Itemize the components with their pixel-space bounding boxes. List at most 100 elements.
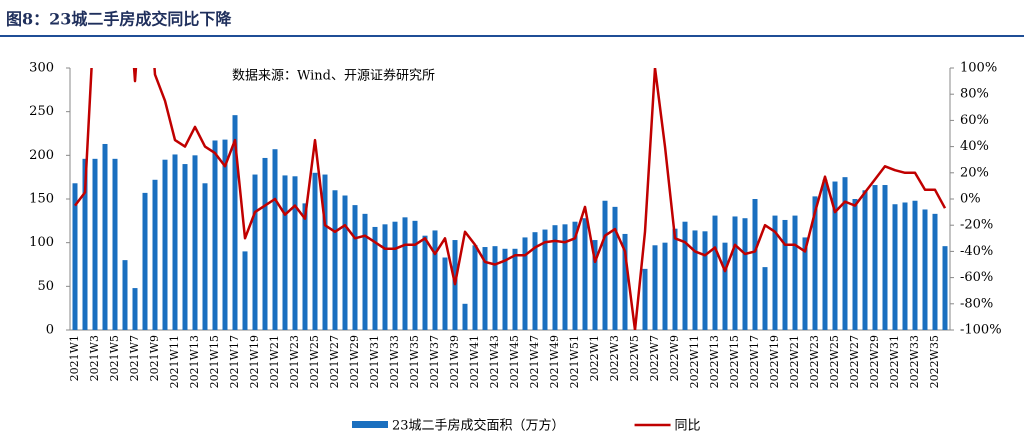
bar	[942, 246, 948, 330]
bar	[932, 213, 938, 330]
legend-label: 23城二手房成交面积（万方）	[392, 418, 565, 434]
x-tick-label: 2022W7	[648, 335, 661, 381]
bar	[312, 172, 318, 330]
x-tick-label: 2022W5	[628, 335, 641, 381]
y2-tick-label: 0%	[960, 192, 981, 207]
bar	[892, 204, 898, 330]
y-tick-label: 0	[46, 323, 54, 338]
x-tick-label: 2021W47	[528, 335, 541, 388]
bar	[402, 217, 408, 330]
bar	[422, 235, 428, 330]
bar	[232, 115, 238, 330]
bar	[292, 176, 298, 330]
x-tick-label: 2022W23	[808, 335, 821, 388]
x-tick-label: 2021W15	[208, 335, 221, 388]
bar	[192, 155, 198, 330]
bar	[72, 183, 78, 330]
bar	[102, 143, 108, 330]
y2-tick-label: 40%	[960, 139, 989, 154]
x-tick-label: 2021W39	[448, 335, 461, 388]
bar	[222, 139, 228, 330]
bar	[512, 248, 518, 330]
x-tick-label: 2022W3	[608, 335, 621, 381]
bar	[562, 224, 568, 330]
bar	[442, 257, 448, 330]
x-tick-label: 2021W17	[228, 335, 241, 388]
bar	[132, 288, 138, 330]
bar	[262, 157, 268, 330]
bar	[782, 219, 788, 330]
bar	[362, 213, 368, 330]
legend-swatch	[352, 421, 388, 428]
bar	[552, 225, 558, 330]
bar	[882, 185, 888, 330]
bar	[242, 251, 248, 330]
x-tick-label: 2021W51	[568, 335, 581, 388]
chart-title: 图8：23城二手房成交同比下降	[6, 10, 232, 29]
bar	[592, 240, 598, 330]
y-tick-label: 300	[29, 61, 54, 76]
x-tick-label: 2022W11	[688, 335, 701, 388]
bar	[272, 149, 278, 330]
bar	[612, 206, 618, 330]
x-tick-label: 2021W25	[308, 335, 321, 388]
bar	[912, 200, 918, 330]
bar	[622, 233, 628, 330]
y-tick-label: 50	[37, 279, 54, 294]
bar	[792, 215, 798, 330]
bar	[202, 183, 208, 330]
bar	[602, 200, 608, 330]
bar	[122, 260, 128, 330]
bar	[642, 268, 648, 330]
bar	[712, 215, 718, 330]
bar	[172, 154, 178, 330]
y2-tick-label: 80%	[960, 87, 989, 102]
x-tick-label: 2021W13	[188, 335, 201, 388]
x-tick-label: 2021W3	[88, 335, 101, 381]
bar	[282, 175, 288, 330]
x-tick-label: 2021W1	[68, 335, 81, 381]
bar	[762, 267, 768, 330]
x-tick-label: 2021W5	[108, 335, 121, 381]
plot-area	[72, 68, 948, 330]
x-tick-label: 2022W27	[848, 335, 861, 388]
x-tick-label: 2022W15	[728, 335, 741, 388]
x-tick-label: 2022W31	[888, 335, 901, 388]
bar	[662, 242, 668, 330]
bar	[432, 230, 438, 330]
x-tick-label: 2021W9	[148, 335, 161, 381]
bar	[582, 218, 588, 330]
x-tick-label: 2021W29	[348, 335, 361, 388]
bar	[832, 181, 838, 330]
y-tick-label: 250	[29, 104, 54, 119]
x-tick-label: 2021W33	[388, 335, 401, 388]
bar	[842, 177, 848, 330]
bar	[82, 158, 88, 330]
x-tick-label: 2021W37	[428, 335, 441, 388]
x-tick-label: 2022W17	[748, 335, 761, 388]
bar	[652, 245, 658, 330]
bar	[352, 205, 358, 330]
x-tick-label: 2021W45	[508, 335, 521, 388]
bar	[822, 179, 828, 330]
x-tick-label: 2021W27	[328, 335, 341, 388]
x-tick-label: 2021W41	[468, 335, 481, 388]
bar	[732, 216, 738, 330]
x-tick-label: 2022W29	[868, 335, 881, 388]
x-tick-label: 2022W9	[668, 335, 681, 381]
bar	[382, 224, 388, 330]
y2-tick-label: 100%	[960, 61, 997, 76]
legend-label: 同比	[675, 419, 701, 434]
x-tick-label: 2021W23	[288, 335, 301, 388]
x-tick-label: 2022W13	[708, 335, 721, 388]
line	[74, 68, 947, 330]
bar	[922, 209, 928, 330]
y2-tick-label: -80%	[960, 296, 993, 311]
bar	[862, 190, 868, 330]
bar	[482, 247, 488, 330]
bar	[412, 220, 418, 330]
bar	[852, 199, 858, 330]
bar	[322, 174, 328, 330]
bar	[672, 228, 678, 330]
